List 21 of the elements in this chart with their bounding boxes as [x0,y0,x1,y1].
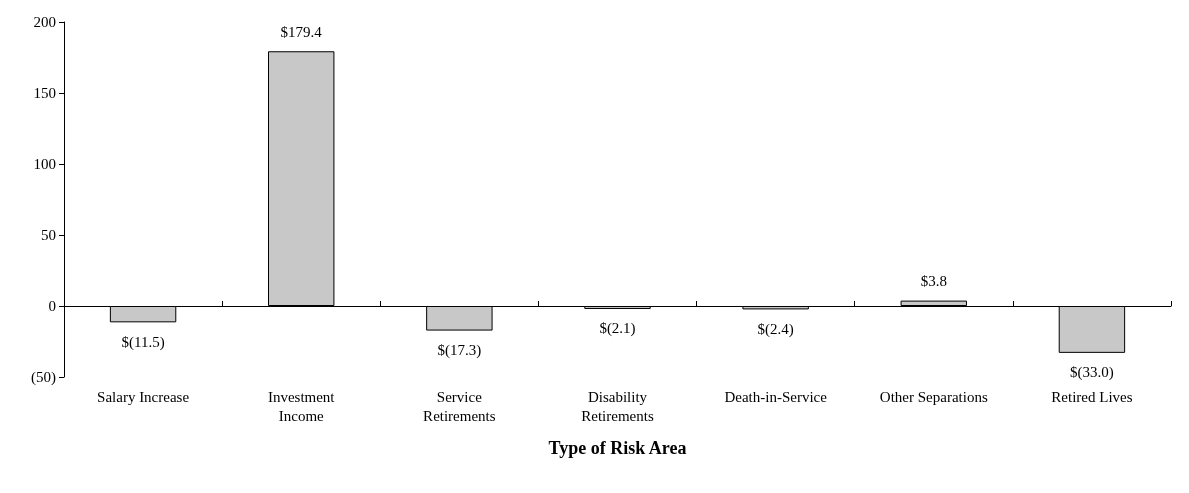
x-tick-label: Disability Retirements [581,388,654,424]
data-label: $179.4 [280,23,323,40]
x-tick-label: Investment Income [267,388,336,424]
x-axis-title: Type of Risk Area [548,438,687,458]
x-tick-label: Retired Lives [1051,388,1133,405]
x-tick-label: Service Retirements [423,388,496,424]
y-tick-label: 100 [33,156,56,172]
y-tick-label: 150 [33,85,56,101]
data-label: $(2.4) [757,320,794,338]
x-tick-label: Other Separations [879,388,988,405]
data-label: $3.8 [920,273,947,290]
data-label: $(33.0) [1070,364,1114,382]
x-tick-label: Death-in-Service [724,388,828,405]
y-tick-label: (50) [31,369,56,386]
data-label: $(11.5) [121,333,165,351]
x-tick-label: Salary Increase [97,388,190,405]
y-tick-label: 50 [41,227,56,243]
y-tick-label: 0 [48,298,56,314]
y-tick-label: 200 [33,14,56,30]
data-label: $(2.1) [599,320,636,338]
data-label: $(17.3) [437,342,482,360]
